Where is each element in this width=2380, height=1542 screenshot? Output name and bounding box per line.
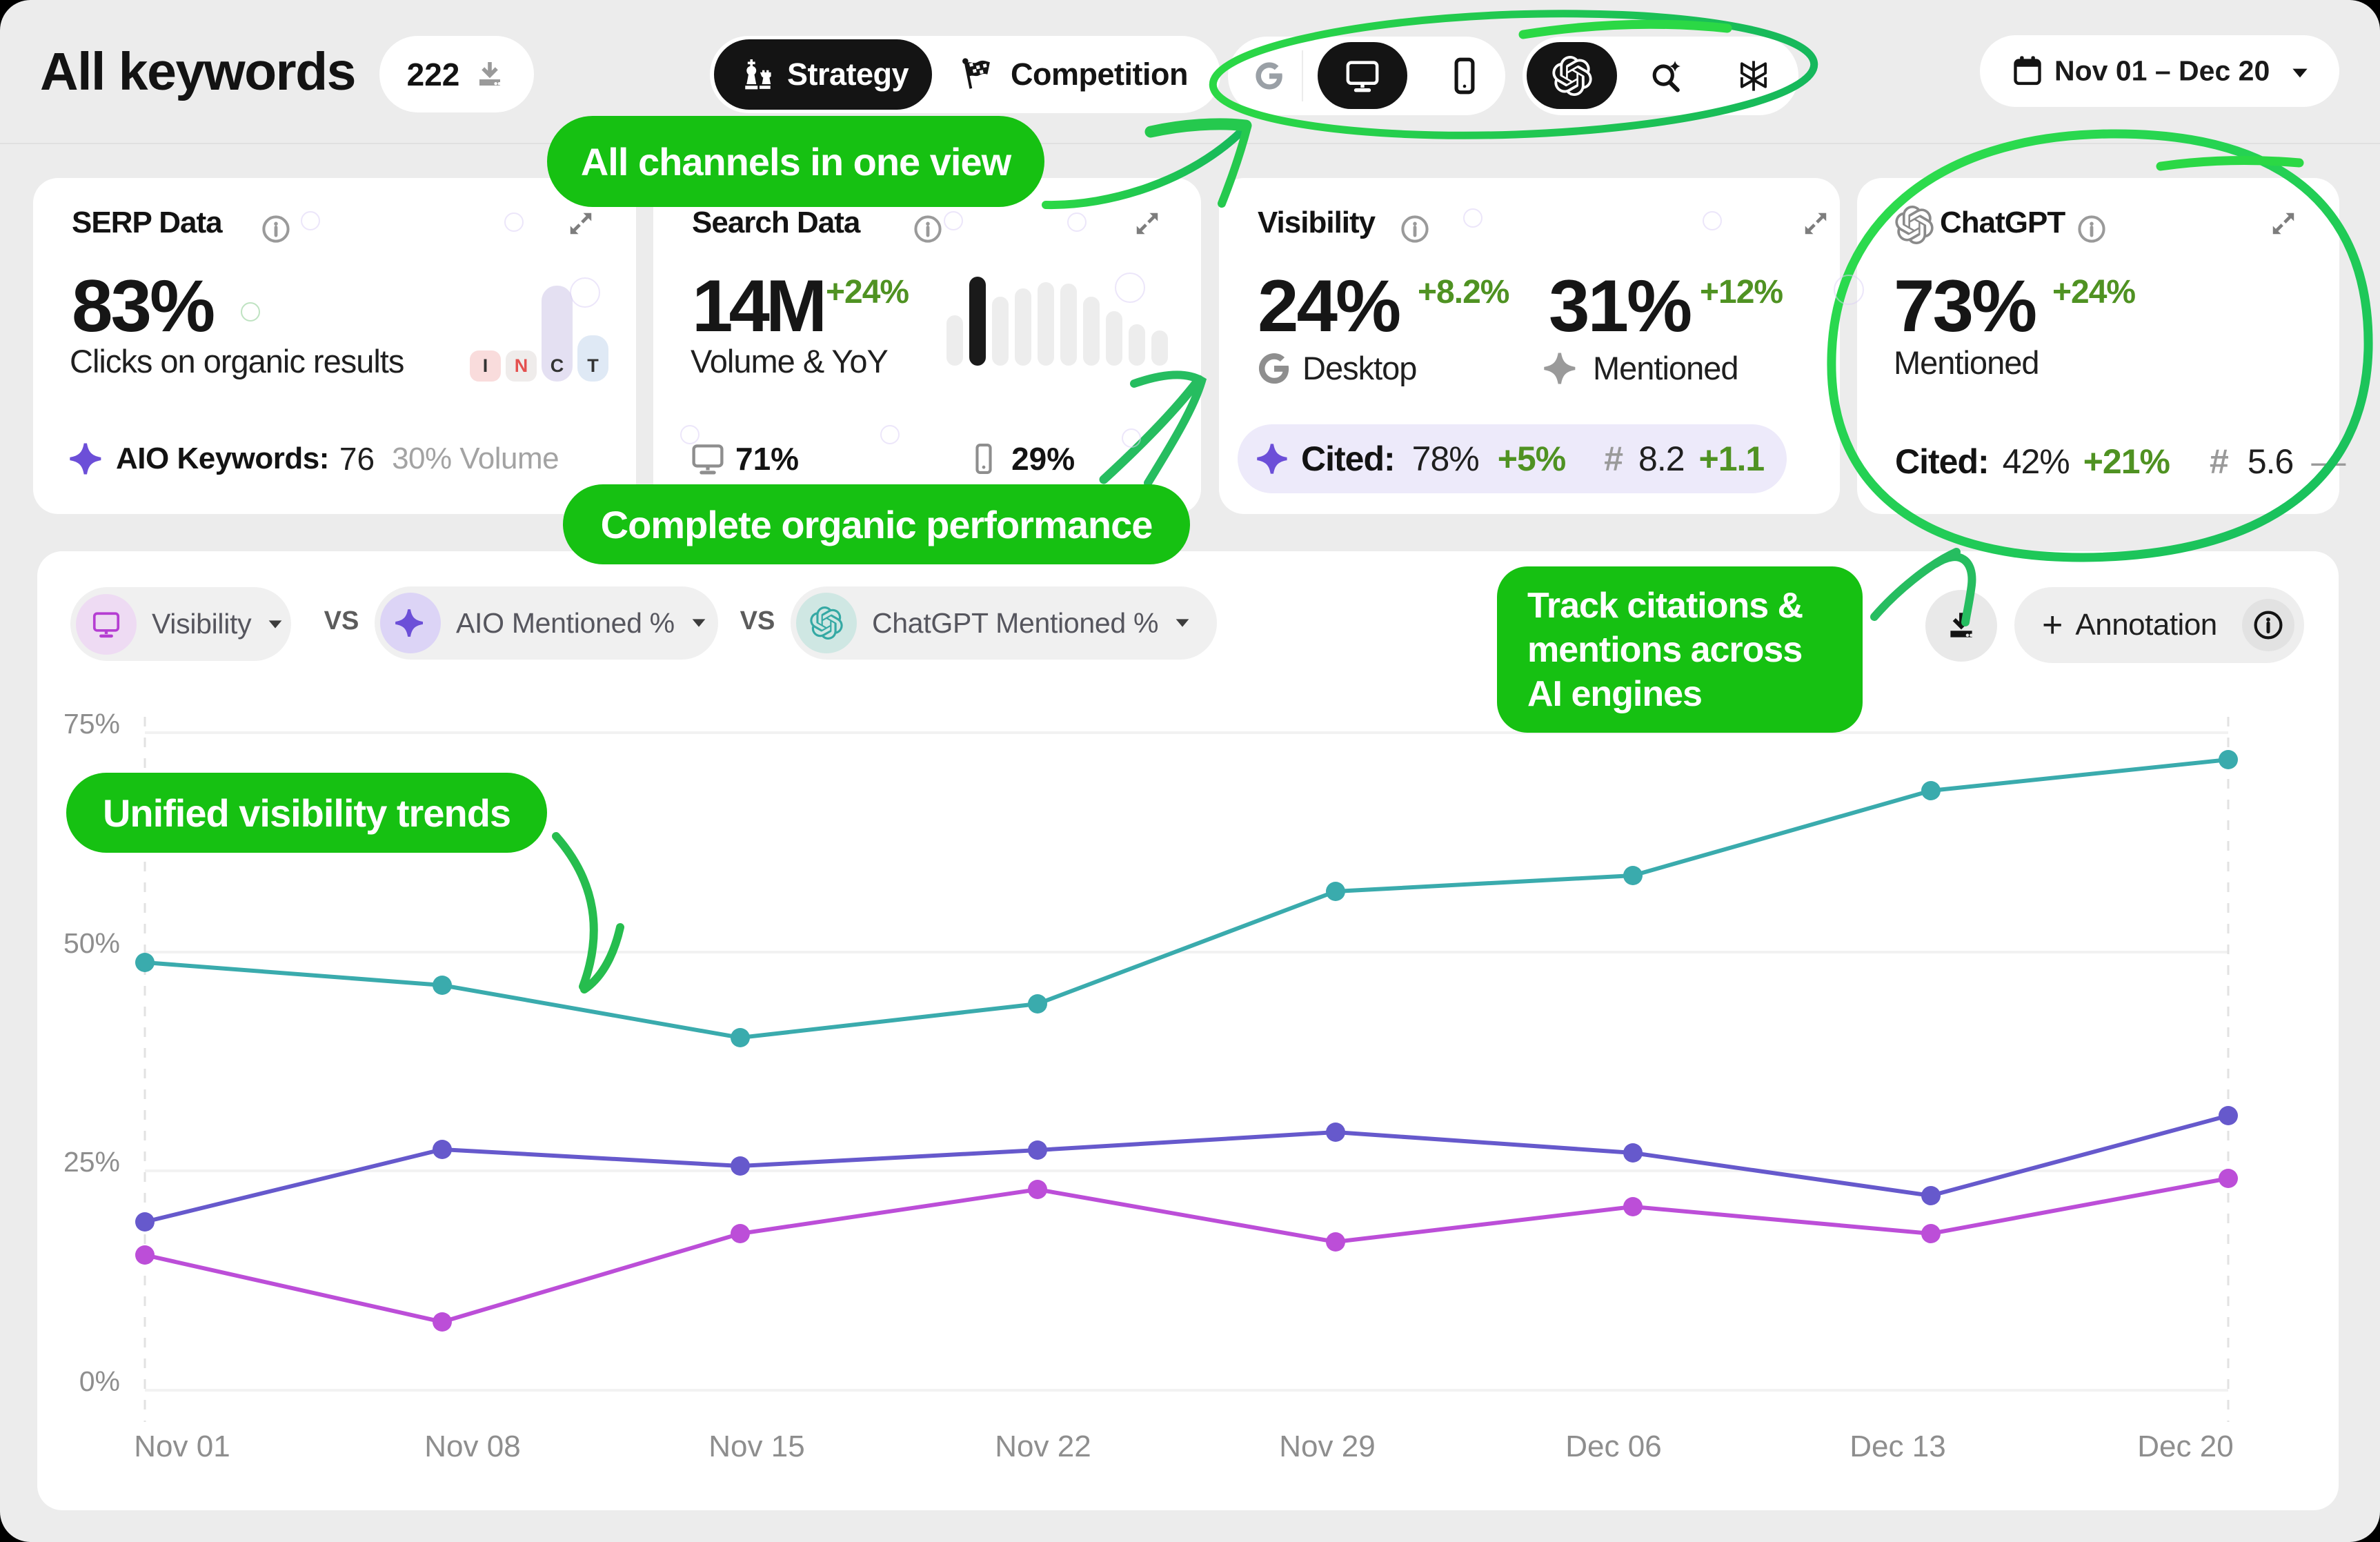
svg-text:50%: 50%	[63, 927, 120, 959]
svg-text:Nov 01: Nov 01	[134, 1430, 230, 1463]
svg-text:25%: 25%	[63, 1146, 120, 1178]
svg-text:Nov 15: Nov 15	[708, 1430, 804, 1463]
svg-text:Nov 08: Nov 08	[424, 1430, 520, 1463]
svg-text:Dec 20: Dec 20	[2137, 1430, 2233, 1463]
svg-text:75%: 75%	[63, 708, 120, 740]
svg-text:Dec 06: Dec 06	[1565, 1430, 1661, 1463]
svg-text:Dec 13: Dec 13	[1850, 1430, 1945, 1463]
svg-text:0%: 0%	[79, 1365, 120, 1397]
svg-text:Nov 29: Nov 29	[1279, 1430, 1375, 1463]
svg-text:Nov 22: Nov 22	[995, 1430, 1091, 1463]
